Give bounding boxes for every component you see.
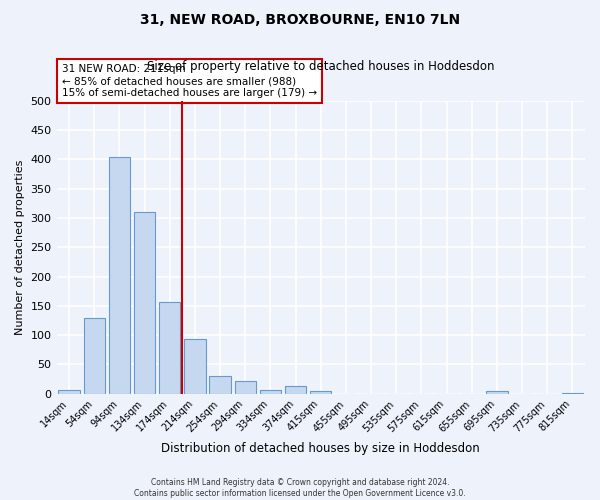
Bar bbox=[562, 392, 583, 394]
Bar bbox=[109, 158, 130, 394]
Bar bbox=[235, 382, 256, 394]
Bar bbox=[260, 390, 281, 394]
Text: Contains HM Land Registry data © Crown copyright and database right 2024.
Contai: Contains HM Land Registry data © Crown c… bbox=[134, 478, 466, 498]
Text: 31 NEW ROAD: 211sqm
← 85% of detached houses are smaller (988)
15% of semi-detac: 31 NEW ROAD: 211sqm ← 85% of detached ho… bbox=[62, 64, 317, 98]
X-axis label: Distribution of detached houses by size in Hoddesdon: Distribution of detached houses by size … bbox=[161, 442, 480, 455]
Bar bbox=[310, 391, 331, 394]
Bar bbox=[285, 386, 307, 394]
Bar bbox=[486, 392, 508, 394]
Bar bbox=[159, 302, 181, 394]
Bar bbox=[184, 340, 206, 394]
Bar bbox=[209, 376, 231, 394]
Bar bbox=[83, 318, 105, 394]
Bar bbox=[134, 212, 155, 394]
Title: Size of property relative to detached houses in Hoddesdon: Size of property relative to detached ho… bbox=[147, 60, 494, 73]
Y-axis label: Number of detached properties: Number of detached properties bbox=[15, 160, 25, 335]
Text: 31, NEW ROAD, BROXBOURNE, EN10 7LN: 31, NEW ROAD, BROXBOURNE, EN10 7LN bbox=[140, 12, 460, 26]
Bar bbox=[58, 390, 80, 394]
